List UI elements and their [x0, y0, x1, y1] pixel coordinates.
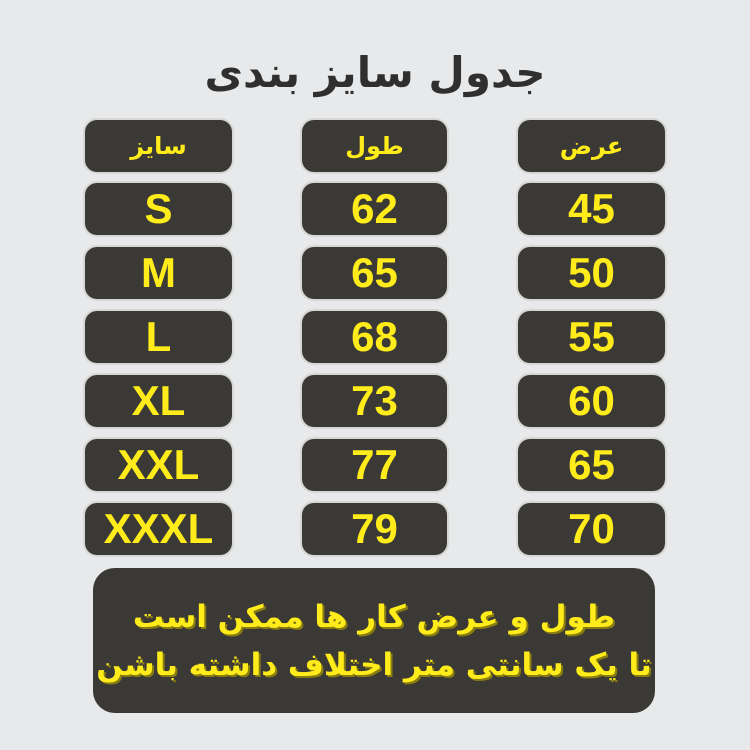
cell-length: 77	[302, 439, 447, 491]
header-width: عرض	[518, 120, 665, 172]
cell-width: 60	[518, 375, 665, 427]
header-size: سایز	[85, 120, 232, 172]
note-line-2: تا یک سانتی متر اختلاف داشته باشن	[96, 646, 652, 683]
cell-size: XXXL	[85, 503, 232, 555]
cell-size: S	[85, 183, 232, 235]
cell-width: 50	[518, 247, 665, 299]
cell-length: 73	[302, 375, 447, 427]
cell-size: XL	[85, 375, 232, 427]
cell-width: 55	[518, 311, 665, 363]
cell-length: 79	[302, 503, 447, 555]
cell-size: XXL	[85, 439, 232, 491]
page-title: جدول سایز بندی	[204, 48, 546, 97]
note-line-1: طول و عرض کار ها ممکن است	[132, 598, 616, 635]
cell-width: 65	[518, 439, 665, 491]
cell-size: L	[85, 311, 232, 363]
cell-width: 70	[518, 503, 665, 555]
cell-size: M	[85, 247, 232, 299]
cell-length: 62	[302, 183, 447, 235]
cell-length: 68	[302, 311, 447, 363]
disclaimer-note: طول و عرض کار ها ممکن است تا یک سانتی مت…	[93, 568, 655, 713]
header-length: طول	[302, 120, 447, 172]
cell-width: 45	[518, 183, 665, 235]
cell-length: 65	[302, 247, 447, 299]
